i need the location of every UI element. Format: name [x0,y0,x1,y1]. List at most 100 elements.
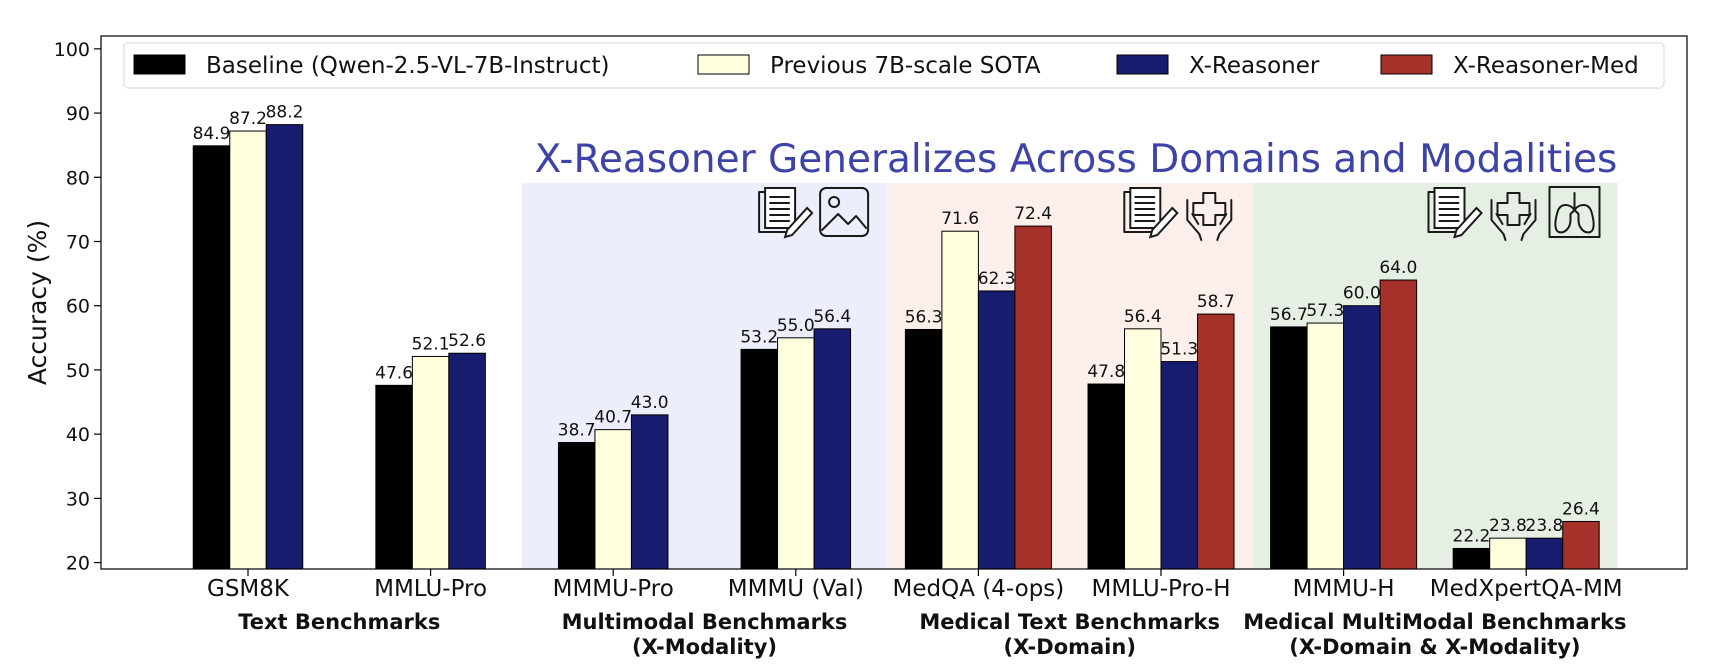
y-tick-label: 90 [66,103,90,125]
group-label: Multimodal Benchmarks [562,610,848,634]
bar-2-2 [630,414,669,570]
bar-5-3 [1197,313,1235,570]
y-tick-label: 80 [66,167,90,189]
x-category-label: MMLU-Pro-H [1092,576,1231,602]
y-axis-label: Accuracy (%) [23,220,52,385]
bar-value-label: 56.4 [813,307,851,327]
group-label: Text Benchmarks [238,610,440,634]
bar-4-1 [941,230,979,570]
bar-value-label: 56.4 [1124,307,1162,327]
bar-value-label: 26.4 [1562,499,1600,519]
legend-label: Previous 7B-scale SOTA [770,53,1041,79]
bar-value-label: 71.6 [941,209,979,229]
x-category-label: MedXpertQA-MM [1430,576,1623,602]
y-tick-label: 60 [66,296,90,318]
x-category-label: MMLU-Pro [374,576,487,602]
x-category-label: MMMU-Pro [553,576,674,602]
medical-hands-icon [1186,192,1233,241]
group-label: (X-Domain & X-Modality) [1289,635,1580,659]
medical-hands-icon [1490,192,1537,241]
bar-3-2 [813,328,852,570]
legend-swatch-1 [697,54,750,75]
bar-value-label: 51.3 [1160,340,1198,360]
bar-7-0 [1452,547,1491,570]
bar-5-1 [1124,328,1162,570]
bar-value-label: 38.7 [558,420,596,440]
bar-value-label: 87.2 [229,109,267,129]
legend-swatch-2 [1116,54,1169,75]
x-category-label: MMMU (Val) [728,576,864,602]
bar-value-label: 56.3 [905,307,943,327]
bar-value-label: 84.9 [193,124,231,144]
y-tick-label: 20 [66,553,90,575]
x-category-label: GSM8K [207,576,290,602]
plot-frame [100,35,1688,570]
y-tick-label: 70 [66,231,90,253]
document-pen-icon [1427,187,1483,239]
bar-value-label: 57.3 [1306,301,1344,321]
bar-value-label: 52.6 [448,331,486,351]
y-tick-label: 50 [66,360,90,382]
bar-4-2 [977,290,1016,570]
bar-5-0 [1087,383,1125,570]
bar-7-1 [1489,537,1527,570]
bar-2-0 [557,441,596,570]
bar-1-0 [375,384,413,570]
bar-value-label: 64.0 [1379,258,1417,278]
bar-value-label: 22.2 [1453,526,1491,546]
x-category-label: MMMU-H [1293,576,1395,602]
bar-value-label: 56.7 [1270,305,1308,325]
bar-1-1 [411,355,450,570]
x-category-label: MedQA (4-ops) [893,576,1065,602]
bar-6-2 [1343,305,1381,570]
legend-label: X-Reasoner [1189,53,1320,79]
bar-value-label: 72.4 [1014,204,1052,224]
bar-6-1 [1306,322,1345,570]
bar-value-label: 62.3 [978,269,1016,289]
chart-title: X-Reasoner Generalizes Across Domains an… [535,137,1618,182]
y-tick-label: 40 [66,424,90,446]
legend-swatch-0 [133,54,186,75]
legend [123,42,1665,89]
bar-7-3 [1562,520,1600,570]
bar-0-2 [265,124,304,570]
image-icon [819,187,870,237]
document-pen-icon [1123,187,1179,239]
bar-5-2 [1160,361,1198,570]
bar-value-label: 23.8 [1489,516,1527,536]
legend-label: Baseline (Qwen-2.5-VL-7B-Instruct) [206,53,609,79]
y-tick-label: 30 [66,488,90,510]
lungs-icon [1548,186,1601,238]
legend-label: X-Reasoner-Med [1453,53,1639,79]
bar-1-2 [448,352,486,570]
bar-value-label: 47.6 [375,363,413,383]
bar-4-3 [1014,225,1052,570]
bar-value-label: 40.7 [594,408,632,428]
group-label: Medical Text Benchmarks [919,610,1220,634]
bar-value-label: 47.8 [1087,362,1125,382]
bar-value-label: 60.0 [1343,284,1381,304]
bar-0-0 [192,145,231,570]
bar-6-0 [1270,326,1308,570]
y-tick-label: 100 [54,39,90,61]
group-label: (X-Domain) [1003,635,1135,659]
bar-3-0 [740,348,779,570]
document-pen-icon [758,187,814,239]
bar-value-label: 58.7 [1197,292,1235,312]
bar-value-label: 23.8 [1526,516,1564,536]
bar-value-label: 43.0 [631,393,669,413]
bar-4-0 [904,328,943,570]
bar-value-label: 88.2 [266,103,304,123]
bar-3-1 [777,337,815,570]
bar-value-label: 52.1 [412,334,450,354]
bar-value-label: 55.0 [777,316,815,336]
legend-swatch-3 [1380,54,1433,75]
bar-2-1 [594,429,632,570]
bar-7-2 [1525,537,1564,570]
bar-6-3 [1379,279,1418,570]
bar-0-1 [229,130,267,570]
group-label: (X-Modality) [632,635,777,659]
group-label: Medical MultiModal Benchmarks [1243,610,1626,634]
bar-value-label: 53.2 [740,327,778,347]
